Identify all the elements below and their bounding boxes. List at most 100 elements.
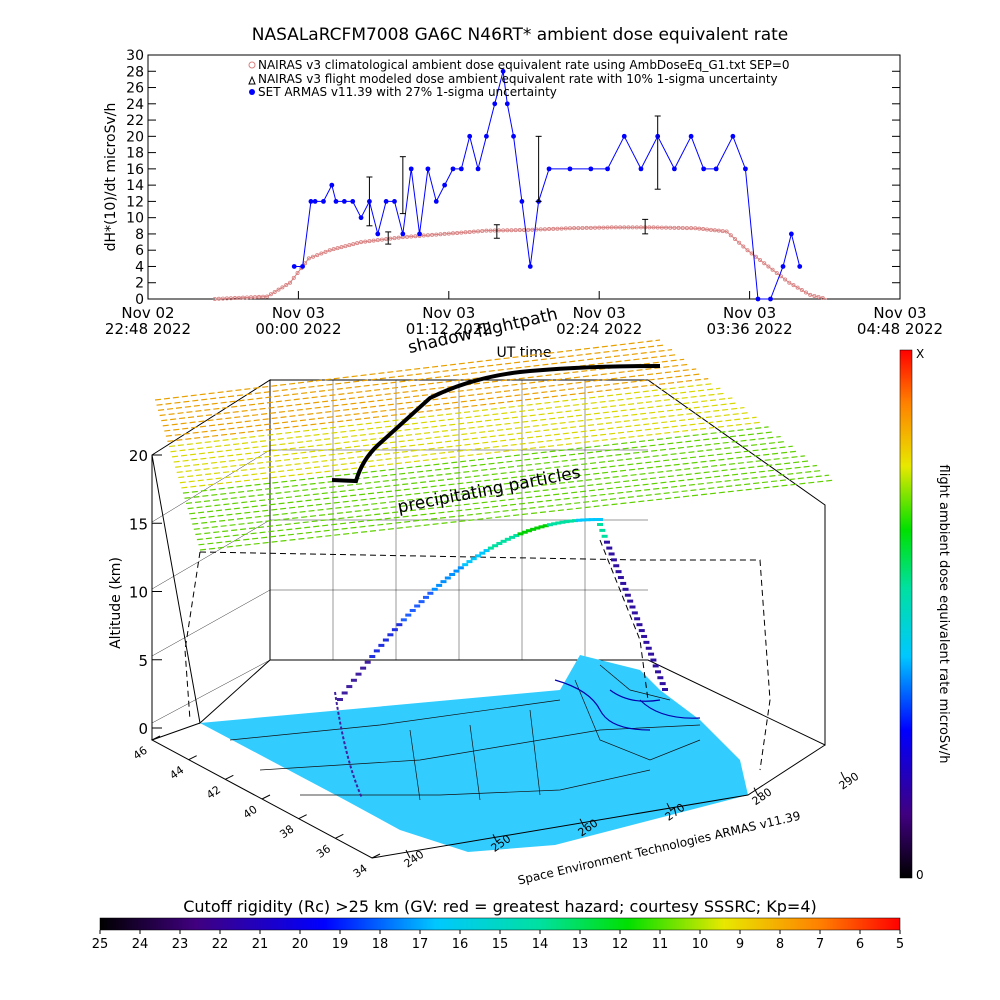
nairas-point xyxy=(609,225,614,230)
armas-point xyxy=(701,166,707,172)
nairas-point xyxy=(261,294,266,299)
armas-point xyxy=(442,182,448,188)
legend-entry-nairas: NAIRAS v3 climatological ambient dose eq… xyxy=(258,58,790,72)
nairas-point xyxy=(618,225,623,230)
nairas-point xyxy=(766,264,771,269)
armas-point xyxy=(358,215,364,221)
armas-point xyxy=(450,166,456,172)
lat-tick-mark xyxy=(335,833,344,839)
colorbar-tick-label: 13 xyxy=(572,937,589,952)
nairas-point xyxy=(551,226,556,231)
lat-tick-mark xyxy=(371,853,381,859)
flight-track-point xyxy=(659,682,666,686)
armas-point xyxy=(713,166,719,172)
flight-track-point xyxy=(606,546,613,550)
nairas-point xyxy=(484,228,489,233)
colorbar-tick-label: 6 xyxy=(856,937,864,952)
right-colorbar xyxy=(899,349,913,879)
y-tick-label: 0 xyxy=(135,292,144,308)
x-tick-label-line2: 22:48 2022 xyxy=(105,320,191,338)
flight-projection-lines xyxy=(184,539,771,771)
flight-track-point xyxy=(440,580,447,584)
wall-grid-line xyxy=(151,519,648,590)
flight-track-point xyxy=(470,557,477,561)
precip-row xyxy=(190,450,799,520)
armas-point xyxy=(308,199,314,204)
nairas-point xyxy=(409,234,414,239)
nairas-point xyxy=(630,225,635,230)
flight-track-point xyxy=(517,532,524,536)
legend-entry-armas: SET ARMAS v11.39 with 27% 1-sigma uncert… xyxy=(258,85,557,99)
nairas-point xyxy=(280,285,285,290)
colorbar-tick-label: 7 xyxy=(816,937,824,952)
colorbar-tick-label: 8 xyxy=(776,937,784,952)
nairas-point xyxy=(339,245,344,250)
flight-track-point xyxy=(638,629,645,633)
y-tick-label: 4 xyxy=(135,259,144,275)
precipitating-particles-layer xyxy=(154,339,836,551)
armas-point xyxy=(788,231,794,237)
flight-track-point xyxy=(580,518,587,522)
flight-track-point xyxy=(373,649,380,653)
flight-track-point xyxy=(622,587,629,591)
lat-tick-label: 34 xyxy=(351,862,370,881)
flight-track-point xyxy=(617,576,624,580)
nairas-point xyxy=(693,226,698,231)
colorbar-tick-label: 11 xyxy=(652,937,669,952)
flight-track-point xyxy=(588,518,595,522)
nairas-point xyxy=(509,228,514,233)
precip-row xyxy=(189,445,793,515)
nairas-point xyxy=(463,230,468,235)
flight-track-point xyxy=(405,613,412,617)
armas-point xyxy=(433,199,439,204)
armas-point xyxy=(588,166,594,172)
flight-track-point xyxy=(634,617,641,621)
armas-point xyxy=(321,199,326,204)
y-tick-label: 22 xyxy=(126,113,144,129)
colorbar-tick-label: 23 xyxy=(172,937,189,952)
flight-track-point xyxy=(431,587,438,591)
flight-track-point xyxy=(369,655,376,659)
altitude-axis-label: Altitude (km) xyxy=(108,557,124,649)
flight-track-point xyxy=(418,600,425,604)
nairas-point xyxy=(555,226,560,231)
flight-track-point xyxy=(492,544,499,548)
colorbar-tick-label: 20 xyxy=(292,937,309,952)
nairas-point xyxy=(638,225,643,230)
altitude-tick-label: 15 xyxy=(129,515,148,533)
flight-track-point xyxy=(567,519,574,523)
flight-track-point xyxy=(615,570,622,574)
nairas-point xyxy=(212,296,217,301)
nairas-point xyxy=(232,296,237,301)
y-tick-label: 10 xyxy=(126,211,144,227)
armas-point xyxy=(605,166,610,172)
flight-track-point xyxy=(346,685,353,689)
flight-track-point xyxy=(641,634,648,638)
armas-point xyxy=(312,199,318,204)
precip-row xyxy=(175,402,739,468)
nairas-point xyxy=(668,225,673,230)
armas-point xyxy=(417,231,422,237)
nairas-point xyxy=(808,292,813,297)
armas-point xyxy=(797,264,803,269)
flight-track-point xyxy=(655,670,662,674)
nairas-point xyxy=(248,295,253,300)
nairas-point xyxy=(584,225,589,230)
series-nairas-flight-modeled xyxy=(385,218,649,245)
x-tick-label-line1: Nov 03 xyxy=(723,304,776,322)
colorbar-tick-label: 18 xyxy=(372,937,389,952)
y-tick-label: 12 xyxy=(126,194,144,210)
precip-row xyxy=(196,469,823,541)
flight-track-point xyxy=(662,688,668,691)
x-tick-label-line2: 04:48 2022 xyxy=(857,320,943,338)
nairas-point xyxy=(728,233,733,238)
nairas-point xyxy=(542,227,547,232)
x-tick-label-line2: 02:24 2022 xyxy=(556,320,642,338)
y-tick-label: 28 xyxy=(126,64,144,80)
nairas-point xyxy=(724,229,729,234)
flight-track-point xyxy=(427,591,434,595)
nairas-point xyxy=(712,228,717,233)
flight-track-point xyxy=(382,638,389,642)
precip-row xyxy=(198,474,830,546)
